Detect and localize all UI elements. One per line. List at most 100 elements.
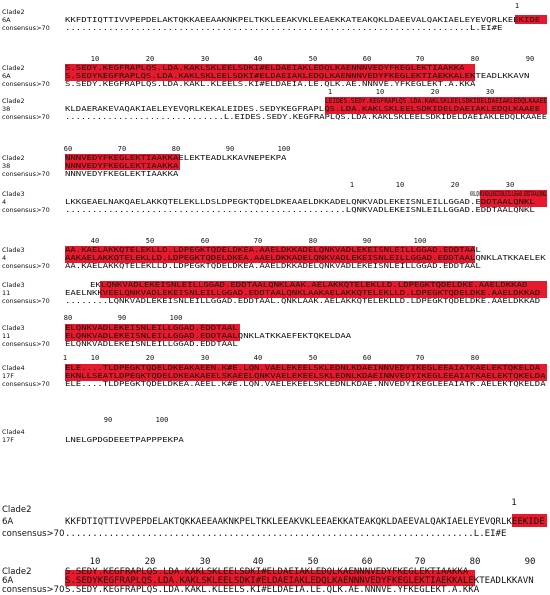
sequence-name: 6A bbox=[2, 72, 11, 80]
ruler-number: 100 bbox=[156, 416, 169, 424]
ruler-number: 10 bbox=[91, 354, 99, 362]
ruler-number: 80 bbox=[471, 354, 479, 362]
sequence-name: Clade2 bbox=[2, 8, 25, 16]
ruler-number: 10 bbox=[90, 557, 101, 567]
sequence-name: consensus>70 bbox=[2, 170, 50, 178]
ruler-number: 90 bbox=[526, 55, 534, 63]
sequence: ELE....TLDPEGKTQDELDKEAKAEEN.K#E.LQN.VAE… bbox=[65, 364, 541, 372]
ruler-number: 50 bbox=[146, 237, 154, 245]
ruler-number: 60 bbox=[201, 237, 209, 245]
sequence: S.SEDY.KEGFRAPLQS.LDA.KAKL.KLEELS.KI#ELD… bbox=[65, 80, 476, 88]
sequence-name: consensus>70 bbox=[2, 24, 50, 32]
sequence: NNNVEDYFKEGLEKTIAAKKA bbox=[65, 162, 179, 170]
ruler-number: 90 bbox=[363, 237, 371, 245]
sequence: LKKGEAELNAKQAELAKKQTELEKLLDSLDPEGKTQDELD… bbox=[65, 198, 535, 206]
sequence-name: Clade4 bbox=[2, 364, 25, 372]
ruler-number: 10 bbox=[91, 55, 99, 63]
ruler-number: 50 bbox=[309, 354, 317, 362]
sequence-name: consensus>70 bbox=[2, 206, 50, 214]
sequence-name: Clade3 bbox=[2, 190, 25, 198]
ruler-number: 40 bbox=[253, 557, 264, 567]
sequence-name: Clade2 bbox=[2, 505, 32, 515]
ruler-number: 60 bbox=[362, 557, 373, 567]
sequence: NNNVEDYFKEGLEKTIAAKKAELEKTEADLKKAVNEPEKP… bbox=[65, 154, 287, 162]
sequence-name: consensus>70 bbox=[2, 340, 50, 348]
ruler-number: 1 bbox=[515, 2, 519, 10]
sequence-name: 11 bbox=[2, 289, 10, 297]
sequence-name: consensus>70 bbox=[2, 297, 50, 305]
sequence: ........................................… bbox=[65, 24, 502, 32]
ruler-number: 70 bbox=[254, 237, 262, 245]
sequence-name: 4 bbox=[2, 198, 6, 206]
sequence-name: consensus>70 bbox=[2, 529, 65, 539]
sequence: ..............................L.EIDES.SE… bbox=[65, 113, 547, 121]
ruler-number: 50 bbox=[308, 557, 319, 567]
ruler-number: 30 bbox=[201, 354, 209, 362]
sequence: S.SEDYKEGFRAPLQS.LDA.KAKLSKLEELSDKI#ELDA… bbox=[65, 576, 534, 586]
sequence-name: 38 bbox=[2, 105, 10, 113]
ruler-number: 70 bbox=[416, 354, 424, 362]
ruler-number: 100 bbox=[414, 237, 427, 245]
ruler-number: 20 bbox=[451, 181, 459, 189]
sequence: ........LQNKVADLEKEISNLEILLGGAD.EDDTAAL.… bbox=[65, 297, 540, 305]
sequence-name: 6A bbox=[2, 517, 13, 527]
ruler-number: 90 bbox=[226, 145, 234, 153]
sequence: KLDAERAKEVAQAKIAELEYEVQRLKEKALEIDES.SEDY… bbox=[65, 105, 540, 113]
ruler-number: 40 bbox=[91, 237, 99, 245]
sequence: EKNLLSEATLDPEGKTQDELDKEAKAEELSKAEELQNKVA… bbox=[65, 372, 547, 380]
sequence-name: 6A bbox=[2, 16, 11, 24]
sequence: S.SEDY.KEGFRAPLQS.LDA.KAKLSKLEELSDKI#ELD… bbox=[65, 567, 469, 577]
ruler-number: 60 bbox=[363, 354, 371, 362]
sequence-name: Clade4 bbox=[2, 428, 25, 436]
sequence-name: consensus>70 bbox=[2, 585, 65, 595]
sequence: S.SEDYKEGFRAPLQS.LDA.KAKLSKLEELSDKI#ELDA… bbox=[65, 72, 529, 80]
ruler-number: 40 bbox=[254, 354, 262, 362]
ruler-number: 10 bbox=[376, 88, 384, 96]
sequence: AA.KAELAKKQTELEKLLD.LDPEGKTQDELDKEA.AAEL… bbox=[65, 246, 481, 254]
ruler-number: 20 bbox=[431, 88, 439, 96]
sequence-name: consensus>70 bbox=[2, 380, 50, 388]
sequence: KKFDTIQTTIVVPEPDELAKTQKKAEEAAKNKPELTKKLE… bbox=[65, 517, 545, 527]
sequence-name: Clade3 bbox=[2, 324, 25, 332]
ruler-number: 10 bbox=[396, 181, 404, 189]
sequence: EAELNKKVEELQNKVADLEKEISNLEILLGGAD.EDDTAA… bbox=[65, 289, 540, 297]
ruler-number: 60 bbox=[64, 145, 72, 153]
ruler-number: 100 bbox=[278, 145, 291, 153]
ruler-number: 80 bbox=[471, 55, 479, 63]
sequence-name: consensus>70 bbox=[2, 113, 50, 121]
ruler-number: 30 bbox=[486, 88, 494, 96]
ruler-number: 80 bbox=[470, 557, 481, 567]
highlights bbox=[65, 15, 547, 586]
sequence-name: 17F bbox=[2, 372, 14, 380]
ruler-number: 30 bbox=[506, 181, 514, 189]
ruler-number: 90 bbox=[118, 314, 126, 322]
ruler-number: 70 bbox=[118, 145, 126, 153]
ruler-number: 60 bbox=[363, 55, 371, 63]
sequence-name: Clade3 bbox=[2, 281, 25, 289]
ruler-number: 1 bbox=[511, 498, 516, 508]
ruler-number: 80 bbox=[64, 314, 72, 322]
sequence-name: consensus>70 bbox=[2, 262, 50, 270]
sequence: LEIDES.SEDY.KEGFRAPLQS.LDA.KAKLSKLEELSDK… bbox=[325, 97, 547, 105]
ruler-number: 40 bbox=[254, 55, 262, 63]
ruler-number: 1 bbox=[328, 88, 332, 96]
sequence: S.SEDY.KEGFRAPLQS.LDA.KAKLSKLEELSDKI#ELD… bbox=[65, 64, 466, 72]
ruler-number: 70 bbox=[416, 55, 424, 63]
sequence-name: Clade2 bbox=[2, 154, 25, 162]
sequence: ELE....TLDPEGKTQDELDKEA.AEEL.K#E.LQN.VAE… bbox=[65, 380, 547, 388]
ruler-number: 20 bbox=[145, 557, 156, 567]
ruler-number: 20 bbox=[146, 354, 154, 362]
sequence: AA.KAELAKKQTELEKLLD.LDPEGKTQDELDKEA.AAEL… bbox=[65, 262, 481, 270]
ruler-number: 70 bbox=[415, 557, 426, 567]
sequence: KKLQNKVADLEKEISNLEILLGGAD.EDDTAALQNKL bbox=[470, 190, 547, 198]
sequence: ........................................… bbox=[65, 206, 535, 214]
sequence-name: 6A bbox=[2, 576, 13, 586]
ruler-number: 50 bbox=[309, 55, 317, 63]
sequence: EKLQNKVADLEKEISNLEILLGGAD.EDDTAALQNKLAAK… bbox=[90, 281, 527, 289]
ruler-number: 30 bbox=[201, 55, 209, 63]
ruler-number: 90 bbox=[525, 557, 536, 567]
ruler-number: 80 bbox=[172, 145, 180, 153]
ruler-number: 90 bbox=[104, 416, 112, 424]
